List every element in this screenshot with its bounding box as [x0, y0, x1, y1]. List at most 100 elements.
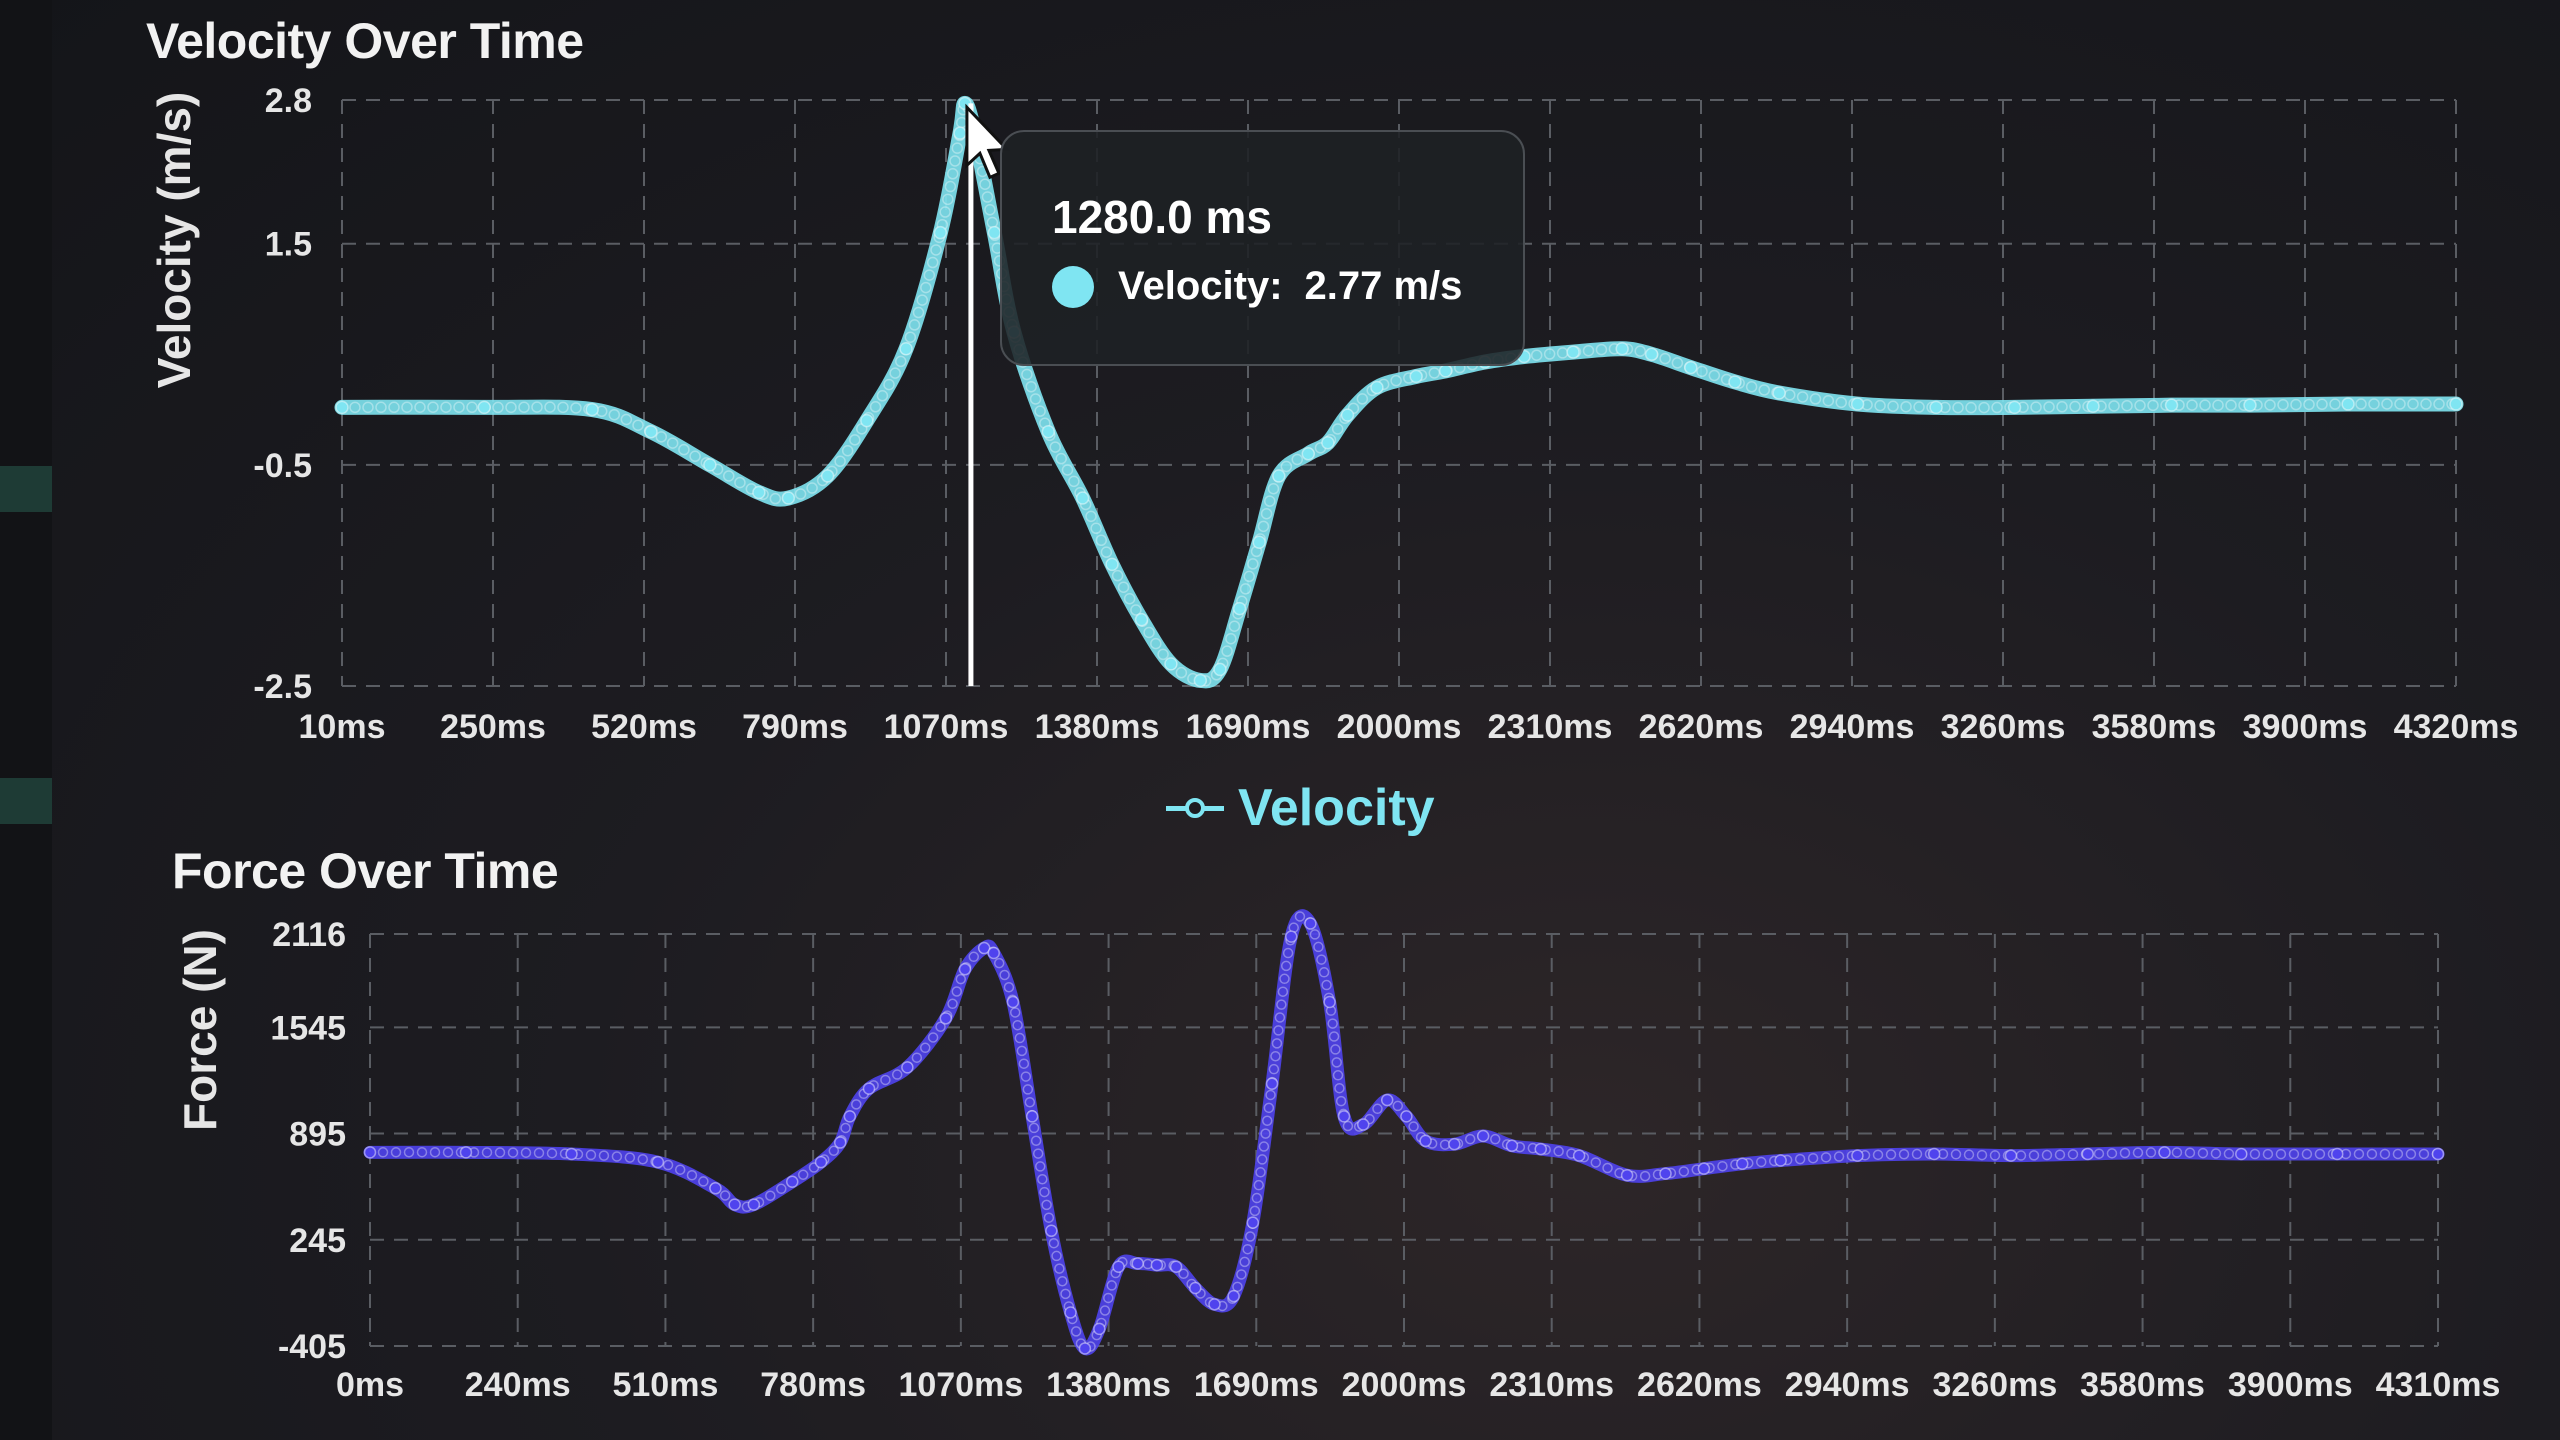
data-point [1334, 1082, 1345, 1094]
data-point [1639, 1170, 1651, 1182]
data-point [1045, 1224, 1058, 1238]
data-point [939, 206, 951, 218]
data-point [1090, 522, 1102, 535]
data-point [1270, 1051, 1281, 1062]
data-point [1332, 1070, 1344, 1081]
data-point [808, 1162, 820, 1173]
data-point [1929, 400, 1943, 415]
data-point [728, 1198, 741, 1211]
data-point [427, 401, 439, 413]
x-tick-label: 510ms [612, 1366, 718, 1404]
data-point [2069, 400, 2081, 413]
data-point [926, 256, 939, 269]
data-point [2262, 1148, 2274, 1160]
x-tick-label: 1380ms [1035, 708, 1160, 746]
data-point [2121, 399, 2133, 412]
data-point [2212, 399, 2224, 411]
x-tick-label: 240ms [465, 1366, 571, 1404]
data-point [1261, 1115, 1273, 1126]
x-tick-label: 2310ms [1488, 708, 1613, 746]
data-point [1330, 1044, 1341, 1055]
data-point [1117, 581, 1130, 593]
data-point [442, 1146, 454, 1158]
data-point [1927, 1147, 1941, 1161]
data-point [1075, 491, 1090, 505]
data-point [993, 957, 1005, 969]
data-point [927, 1032, 939, 1043]
data-point [2145, 1147, 2157, 1158]
data-point [1030, 1135, 1042, 1146]
data-point [546, 1147, 558, 1159]
data-point [984, 204, 996, 216]
legend-line-marker-icon [1166, 793, 1224, 823]
data-point [1280, 960, 1292, 972]
data-point [414, 401, 426, 413]
data-point [891, 1069, 903, 1080]
data-point [981, 191, 994, 203]
data-point [1874, 399, 1886, 412]
data-point [1268, 1063, 1280, 1075]
data-point [533, 1147, 545, 1159]
data-point [933, 225, 948, 240]
data-point [1037, 1174, 1048, 1185]
data-point [1267, 482, 1280, 495]
data-point [1301, 447, 1316, 461]
data-point [598, 1150, 610, 1161]
data-point [908, 319, 921, 331]
data-point [1178, 1268, 1189, 1280]
data-point [1809, 393, 1822, 405]
data-point [904, 331, 917, 343]
data-point [814, 1155, 828, 1169]
data-point [1274, 1012, 1286, 1023]
data-point [1253, 1179, 1264, 1191]
data-point [1246, 1216, 1260, 1229]
x-tick-label: 4320ms [2394, 708, 2519, 746]
data-point [1717, 1160, 1728, 1172]
data-point [1963, 1149, 1975, 1160]
data-point [1258, 1141, 1270, 1152]
data-point [1390, 374, 1402, 387]
data-point [494, 1147, 506, 1158]
velocity-legend-item[interactable]: Velocity [1166, 778, 1435, 838]
data-point [2353, 1148, 2365, 1160]
data-point [1265, 1077, 1279, 1090]
x-tick-label: 520ms [591, 708, 697, 746]
data-point [401, 401, 413, 413]
data-point [1032, 1148, 1044, 1159]
data-point [1898, 1148, 1910, 1160]
data-point [1041, 1199, 1052, 1211]
data-point [1244, 1231, 1256, 1242]
data-point [2277, 399, 2289, 411]
data-point [2301, 1148, 2313, 1160]
x-tick-label: 1070ms [884, 708, 1009, 746]
data-point [2184, 1147, 2196, 1158]
data-point [1242, 1243, 1253, 1255]
data-point [1070, 1326, 1082, 1337]
data-point [585, 1149, 597, 1161]
data-point [1284, 930, 1298, 943]
x-tick-label: 3900ms [2228, 1366, 2353, 1404]
data-point [2341, 397, 2355, 411]
data-point [1169, 1260, 1183, 1273]
data-point [1671, 357, 1684, 369]
data-point [911, 1052, 923, 1063]
data-point [662, 1159, 674, 1171]
data-point [833, 1136, 847, 1149]
data-point [1243, 570, 1255, 583]
x-tick-label: 2620ms [1639, 708, 1764, 746]
data-point [520, 1147, 532, 1158]
x-tick-label: 2620ms [1637, 1366, 1762, 1404]
data-point [1911, 1148, 1923, 1160]
data-point [1321, 979, 1332, 991]
data-point [1028, 1122, 1040, 1134]
data-point [889, 367, 901, 379]
data-point [1659, 1167, 1672, 1180]
data-point [880, 1074, 891, 1086]
data-point [1239, 1256, 1250, 1268]
data-point [416, 1146, 428, 1158]
data-point [1232, 1281, 1243, 1293]
data-point [1356, 393, 1369, 405]
tooltip-series-label: Velocity: [1118, 264, 1283, 308]
data-point [1758, 384, 1770, 396]
